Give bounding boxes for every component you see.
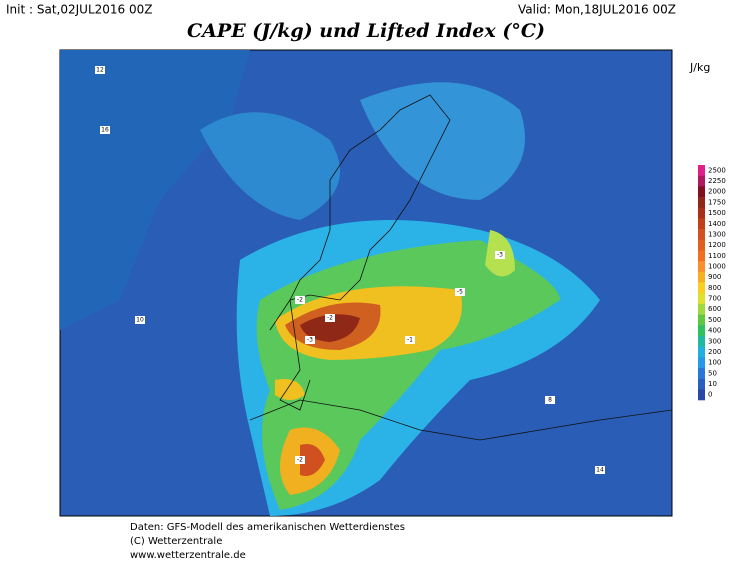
lifted-index-label: -3 [307, 337, 313, 344]
field-cape [360, 82, 525, 200]
lifted-index-label: 8 [548, 397, 552, 404]
coastline [249, 399, 673, 441]
colorbar-swatch [698, 239, 705, 251]
colorbar-swatch [698, 271, 705, 283]
colorbar-swatch [698, 282, 705, 294]
colorbar-label: 1750 [708, 198, 726, 206]
lifted-index-label: -2 [327, 315, 333, 322]
lifted-index-label: -2 [297, 457, 303, 464]
colorbar-label: 1400 [708, 220, 726, 228]
colorbar-label: 50 [708, 369, 717, 377]
label-box [295, 296, 305, 304]
colorbar-label: 1300 [708, 230, 726, 238]
colorbar-label: 0 [708, 391, 712, 399]
colorbar-swatch [698, 325, 705, 337]
label-box [405, 336, 415, 344]
footer-line: Daten: GFS-Modell des amerikanischen Wet… [130, 522, 405, 533]
colorbar-swatch [698, 186, 705, 198]
lifted-index-label: 14 [596, 467, 604, 474]
label-box [295, 456, 305, 464]
label-box [100, 126, 110, 134]
colorbar-swatch [698, 378, 705, 390]
field-cape [200, 112, 340, 220]
colorbar-swatch [698, 346, 705, 358]
colorbar-swatch [698, 165, 705, 176]
label-box [135, 316, 145, 324]
colorbar-label: 2000 [708, 188, 726, 196]
colorbar-label: 1100 [708, 252, 726, 260]
lifted-index-label: 16 [101, 127, 109, 134]
colorbar-swatch [698, 175, 705, 187]
valid-time: Valid: Mon,18JUL2016 00Z [518, 3, 676, 17]
colorbar-swatch [698, 335, 705, 347]
colorbar-label: 700 [708, 295, 721, 303]
field-cape [275, 379, 305, 400]
colorbar-label: 2250 [708, 177, 726, 185]
label-box [325, 314, 335, 322]
field-low [60, 50, 250, 330]
colorbar-label: 600 [708, 305, 721, 313]
label-box [495, 251, 505, 259]
field-cape [300, 314, 360, 342]
legend-unit: J/kg [689, 61, 710, 74]
label-box [95, 66, 105, 74]
label-box [545, 396, 555, 404]
footer-line: (C) Wetterzentrale [130, 536, 222, 547]
init-time: Init : Sat,02JUL2016 00Z [6, 3, 152, 17]
colorbar-label: 300 [708, 337, 721, 345]
colorbar-swatch [698, 197, 705, 209]
colorbar-swatch [698, 303, 705, 315]
lifted-index-label: -5 [457, 289, 463, 296]
colorbar-label: 10 [708, 380, 717, 388]
map-title: CAPE (J/kg) und Lifted Index (°C) [187, 20, 545, 42]
colorbar-label: 400 [708, 327, 721, 335]
colorbar-label: 800 [708, 284, 721, 292]
colorbar-label: 1500 [708, 209, 726, 217]
colorbar-label: 500 [708, 316, 721, 324]
map [59, 49, 673, 517]
colorbar-label: 900 [708, 273, 721, 281]
lifted-index-label: 10 [136, 317, 144, 324]
colorbar-label: 2500 [708, 166, 726, 174]
footer-line: www.wetterzentrale.de [130, 550, 246, 561]
colorbar-swatch [698, 218, 705, 230]
colorbar-swatch [698, 389, 705, 401]
coastline [269, 298, 311, 411]
colorbar-label: 200 [708, 348, 721, 356]
colorbar-swatch [698, 357, 705, 369]
lifted-index-label: -2 [297, 297, 303, 304]
colorbar-label: 100 [708, 359, 721, 367]
label-box [455, 288, 465, 296]
lifted-index-label: -1 [407, 337, 413, 344]
lifted-index-label: -3 [497, 252, 503, 259]
colorbar-swatch [698, 261, 705, 273]
colorbar-swatch [698, 293, 705, 305]
label-box [305, 336, 315, 344]
coastline [289, 94, 451, 301]
colorbar-swatch [698, 250, 705, 262]
colorbar-swatch [698, 314, 705, 326]
colorbar-label: 1000 [708, 262, 726, 270]
colorbar-swatch [698, 367, 705, 379]
colorbar-swatch [698, 207, 705, 219]
colorbar-label: 1200 [708, 241, 726, 249]
colorbar-swatch [698, 229, 705, 241]
lifted-index-label: 12 [96, 67, 104, 74]
field-cape [300, 444, 325, 476]
label-box [595, 466, 605, 474]
